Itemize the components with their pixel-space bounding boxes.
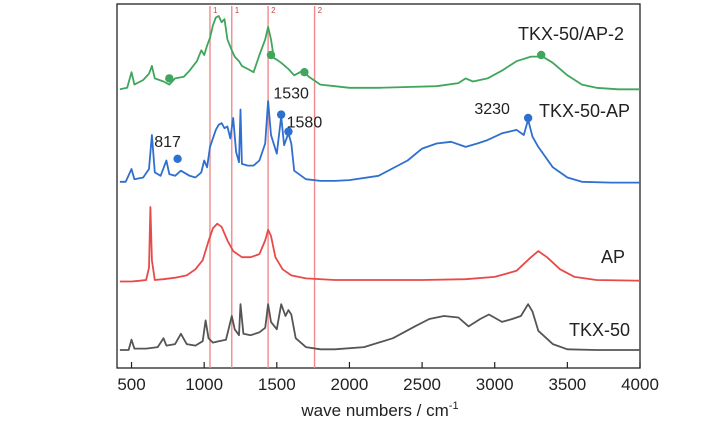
reference-line-label-2: 1 (235, 6, 240, 15)
plot-frame (116, 3, 641, 369)
series-label-tkx-50: TKX-50 (569, 320, 630, 340)
peak-label-3230: 3230 (474, 101, 510, 118)
x-axis-label: wave numbers / cm-1 (300, 400, 458, 420)
reference-line-label-1: 1 (213, 6, 218, 15)
x-tick-label-3000: 3000 (476, 375, 514, 394)
series-marker-tkx-50-ap-2 (276, 110, 286, 119)
x-axis-label-superscript: -1 (449, 400, 459, 412)
series-marker-tkx-50-ap-2-2 (266, 50, 276, 60)
reference-line-label-4: 2 (318, 6, 323, 15)
series-marker-tkx-50-ap-2-1 (165, 74, 174, 83)
series-line-tkx-50-ap-2 (119, 15, 640, 91)
x-tick-label-1500: 1500 (258, 375, 296, 394)
series-label-ap: AP (601, 247, 625, 267)
x-axis-ticks: 500 1000 1500 2000 2500 3000 3500 4000 (117, 362, 659, 394)
series-line-tkx-50-ap (119, 100, 640, 184)
series-label-tkx-50-ap: TKX-50-AP (539, 101, 630, 121)
series-line-ap (119, 206, 641, 283)
x-tick-label-4000: 4000 (621, 375, 659, 394)
series-marker-tkx-50-ap-3 (284, 127, 293, 136)
peak-label-817: 817 (154, 134, 181, 151)
x-tick-label-2000: 2000 (331, 375, 369, 394)
series-marker-tkx-50-ap-1 (173, 154, 182, 163)
series-marker-tkx-50-ap-2-3 (300, 67, 309, 77)
series-marker-tkx-50-ap-2-4 (537, 50, 546, 60)
x-tick-label-500: 500 (117, 375, 145, 394)
x-tick-label-2500: 2500 (403, 375, 441, 394)
series-line-tkx-50 (119, 303, 640, 351)
series-layer: TKX-50/AP-2 817 1530 1580 3230 TKX-50-AP AP TKX… (119, 15, 641, 351)
x-tick-label-1000: 1000 (185, 375, 223, 394)
peak-label-1530: 1530 (273, 86, 309, 103)
reference-lines: 1 1 2 2 (209, 6, 323, 368)
x-axis-label-main: wave numbers / cm (300, 401, 448, 420)
series-label-tkx-50-ap-2: TKX-50/AP-2 (518, 24, 624, 44)
peak-label-1580: 1580 (287, 115, 323, 132)
x-tick-label-3500: 3500 (548, 375, 586, 394)
reference-line-label-3: 2 (271, 6, 276, 15)
series-marker-tkx-50-ap-4 (523, 113, 533, 123)
